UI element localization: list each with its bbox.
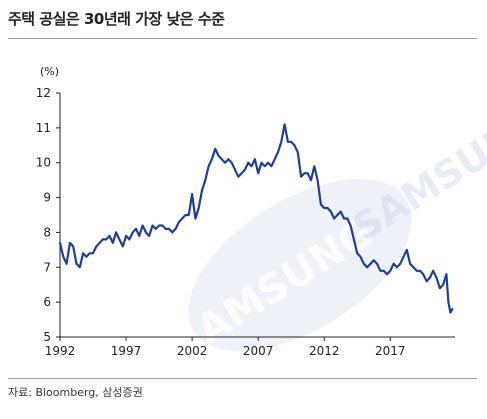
chart-lines <box>58 123 454 314</box>
series-line <box>58 123 448 290</box>
y-tick-label: 11 <box>36 121 51 135</box>
watermark-ellipse <box>188 178 412 352</box>
x-tick-label: 1997 <box>111 344 142 358</box>
y-unit-label: (%) <box>40 65 59 78</box>
y-tick-label: 9 <box>43 191 51 205</box>
x-tick-label: 2017 <box>375 344 406 358</box>
y-tick-label: 5 <box>43 330 51 344</box>
x-tick-label: 1992 <box>45 344 76 358</box>
x-tick-label: 2007 <box>243 344 274 358</box>
y-tick-label: 8 <box>43 225 51 239</box>
x-tick-label: 2012 <box>309 344 340 358</box>
x-tick-label: 2002 <box>177 344 208 358</box>
title-divider <box>8 38 477 39</box>
y-tick-label: 12 <box>36 86 51 100</box>
y-tick-label: 10 <box>36 156 51 170</box>
source-note: 자료: Bloomberg, 삼성증권 <box>8 386 143 399</box>
source-divider <box>8 378 477 379</box>
chart-title: 주택 공실은 30년래 가장 낮은 수준 <box>8 10 225 28</box>
y-tick-label: 6 <box>43 295 51 309</box>
y-tick-label: 7 <box>43 260 51 274</box>
series-line <box>445 273 454 314</box>
watermark-text: SAMSUNG <box>345 98 487 250</box>
chart-ticks: (%) 5 6 7 8 9 10 11 12 1992 1997 2002 2007 2012 2017 <box>36 65 406 358</box>
